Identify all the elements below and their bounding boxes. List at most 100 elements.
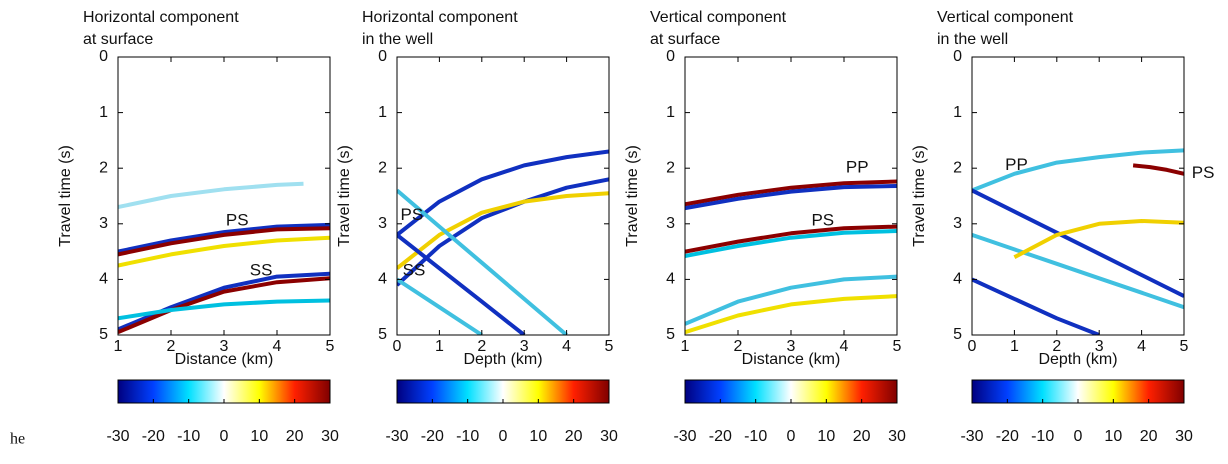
- panel-title: Horizontal component: [362, 9, 518, 26]
- y-tick-label: 5: [953, 326, 962, 343]
- seismic-event: [972, 277, 1100, 335]
- colorbar-tick-label: 0: [220, 428, 229, 445]
- annotation: PS: [1192, 163, 1215, 182]
- x-tick-label: 5: [326, 338, 335, 355]
- x-tick-label: 0: [393, 338, 402, 355]
- colorbar-tick-label: -20: [709, 428, 732, 445]
- y-tick-label: 4: [666, 271, 675, 288]
- seismic-event: [397, 233, 526, 335]
- y-tick-label: 4: [953, 271, 962, 288]
- seismic-event: [972, 148, 1184, 193]
- colorbar-tick-label: 30: [600, 428, 618, 445]
- colorbar-tick-label: 10: [1104, 428, 1122, 445]
- colorbar-tick-label: 20: [853, 428, 871, 445]
- colorbar-tick-label: 20: [565, 428, 583, 445]
- x-tick-label: 5: [893, 338, 902, 355]
- colorbar-tick-label: 0: [787, 428, 796, 445]
- y-tick-label: 3: [666, 215, 675, 232]
- y-tick-label: 4: [378, 271, 387, 288]
- y-tick-label: 0: [953, 48, 962, 65]
- seismic-event: [1132, 163, 1184, 176]
- events: [397, 149, 609, 335]
- x-tick-label: 1: [1010, 338, 1019, 355]
- x-tick-label: 2: [167, 338, 176, 355]
- plot-frame: [396, 56, 610, 336]
- colorbar-tick-label: 10: [529, 428, 547, 445]
- x-tick-label: 2: [477, 338, 486, 355]
- x-tick-label: 1: [435, 338, 444, 355]
- y-tick-label: 5: [378, 326, 387, 343]
- colorbar-tick-label: 20: [286, 428, 304, 445]
- colorbar-tick-label: -10: [744, 428, 767, 445]
- x-tick-label: 4: [273, 338, 282, 355]
- y-tick-label: 3: [99, 215, 108, 232]
- colorbar-tick-label: -10: [177, 428, 200, 445]
- y-tick-label: 1: [953, 104, 962, 121]
- panel-title: in the well: [362, 31, 433, 48]
- panel-title: in the well: [937, 31, 1008, 48]
- y-tick-label: 3: [378, 215, 387, 232]
- seismic-event: [685, 184, 897, 211]
- seismic-event: [118, 226, 330, 257]
- plot-frame: [684, 56, 898, 336]
- x-axis-label: Depth (km): [1038, 351, 1117, 368]
- x-axis-label: Depth (km): [463, 351, 542, 368]
- colorbar-tick-label: -30: [673, 428, 696, 445]
- seismic-event: [972, 233, 1184, 310]
- annotation: PP: [846, 158, 869, 177]
- seismic-event: [972, 188, 1184, 298]
- seismic-event: [397, 277, 483, 335]
- colorbar-tick-label: 30: [321, 428, 339, 445]
- caption: he: [10, 431, 25, 448]
- panel-title: at surface: [650, 31, 720, 48]
- panel-title: Horizontal component: [83, 9, 239, 26]
- seismic-event: [685, 229, 897, 258]
- y-tick-label: 5: [666, 326, 675, 343]
- colorbar-tick-label: 20: [1140, 428, 1158, 445]
- colorbar-tick-label: -30: [385, 428, 408, 445]
- y-tick-label: 1: [378, 104, 387, 121]
- x-tick-label: 3: [1095, 338, 1104, 355]
- seismic-event: [118, 298, 330, 321]
- x-tick-label: 3: [220, 338, 229, 355]
- x-tick-label: 2: [1052, 338, 1061, 355]
- y-axis-label: Travel time (s): [336, 145, 353, 247]
- seismic-event: [397, 188, 568, 335]
- colorbar-tick-label: 10: [250, 428, 268, 445]
- x-axis-label: Distance (km): [742, 351, 841, 368]
- x-tick-label: 3: [520, 338, 529, 355]
- events: [118, 181, 330, 335]
- seismic-event: [118, 181, 304, 210]
- x-tick-label: 5: [605, 338, 614, 355]
- panel-title: at surface: [83, 31, 153, 48]
- colorbar-tick-label: -20: [421, 428, 444, 445]
- y-tick-label: 2: [666, 159, 675, 176]
- y-tick-label: 1: [666, 104, 675, 121]
- colorbar-tick-label: -20: [142, 428, 165, 445]
- colorbar-tick-label: -20: [996, 428, 1019, 445]
- x-tick-label: 4: [562, 338, 571, 355]
- y-axis-label: Travel time (s): [57, 145, 74, 247]
- panel-title: Vertical component: [650, 9, 787, 26]
- events: [972, 148, 1184, 335]
- seismic-event: [685, 294, 897, 335]
- y-tick-label: 5: [99, 326, 108, 343]
- seismic-event: [685, 274, 897, 326]
- y-axis-label: Travel time (s): [624, 145, 641, 247]
- annotation: PS: [226, 211, 249, 230]
- y-tick-label: 0: [378, 48, 387, 65]
- plot-frame: [117, 56, 331, 336]
- annotation: PP: [1005, 155, 1028, 174]
- annotation: SS: [403, 261, 426, 280]
- y-tick-label: 0: [666, 48, 675, 65]
- seismic-event: [397, 191, 609, 270]
- y-tick-label: 3: [953, 215, 962, 232]
- colorbar-tick-label: -30: [960, 428, 983, 445]
- colorbar-tick-label: 0: [499, 428, 508, 445]
- annotation: PS: [811, 211, 834, 230]
- plot-frame: [971, 56, 1185, 336]
- colorbar-tick-label: -10: [456, 428, 479, 445]
- x-tick-label: 4: [1137, 338, 1146, 355]
- seismic-event: [397, 149, 609, 237]
